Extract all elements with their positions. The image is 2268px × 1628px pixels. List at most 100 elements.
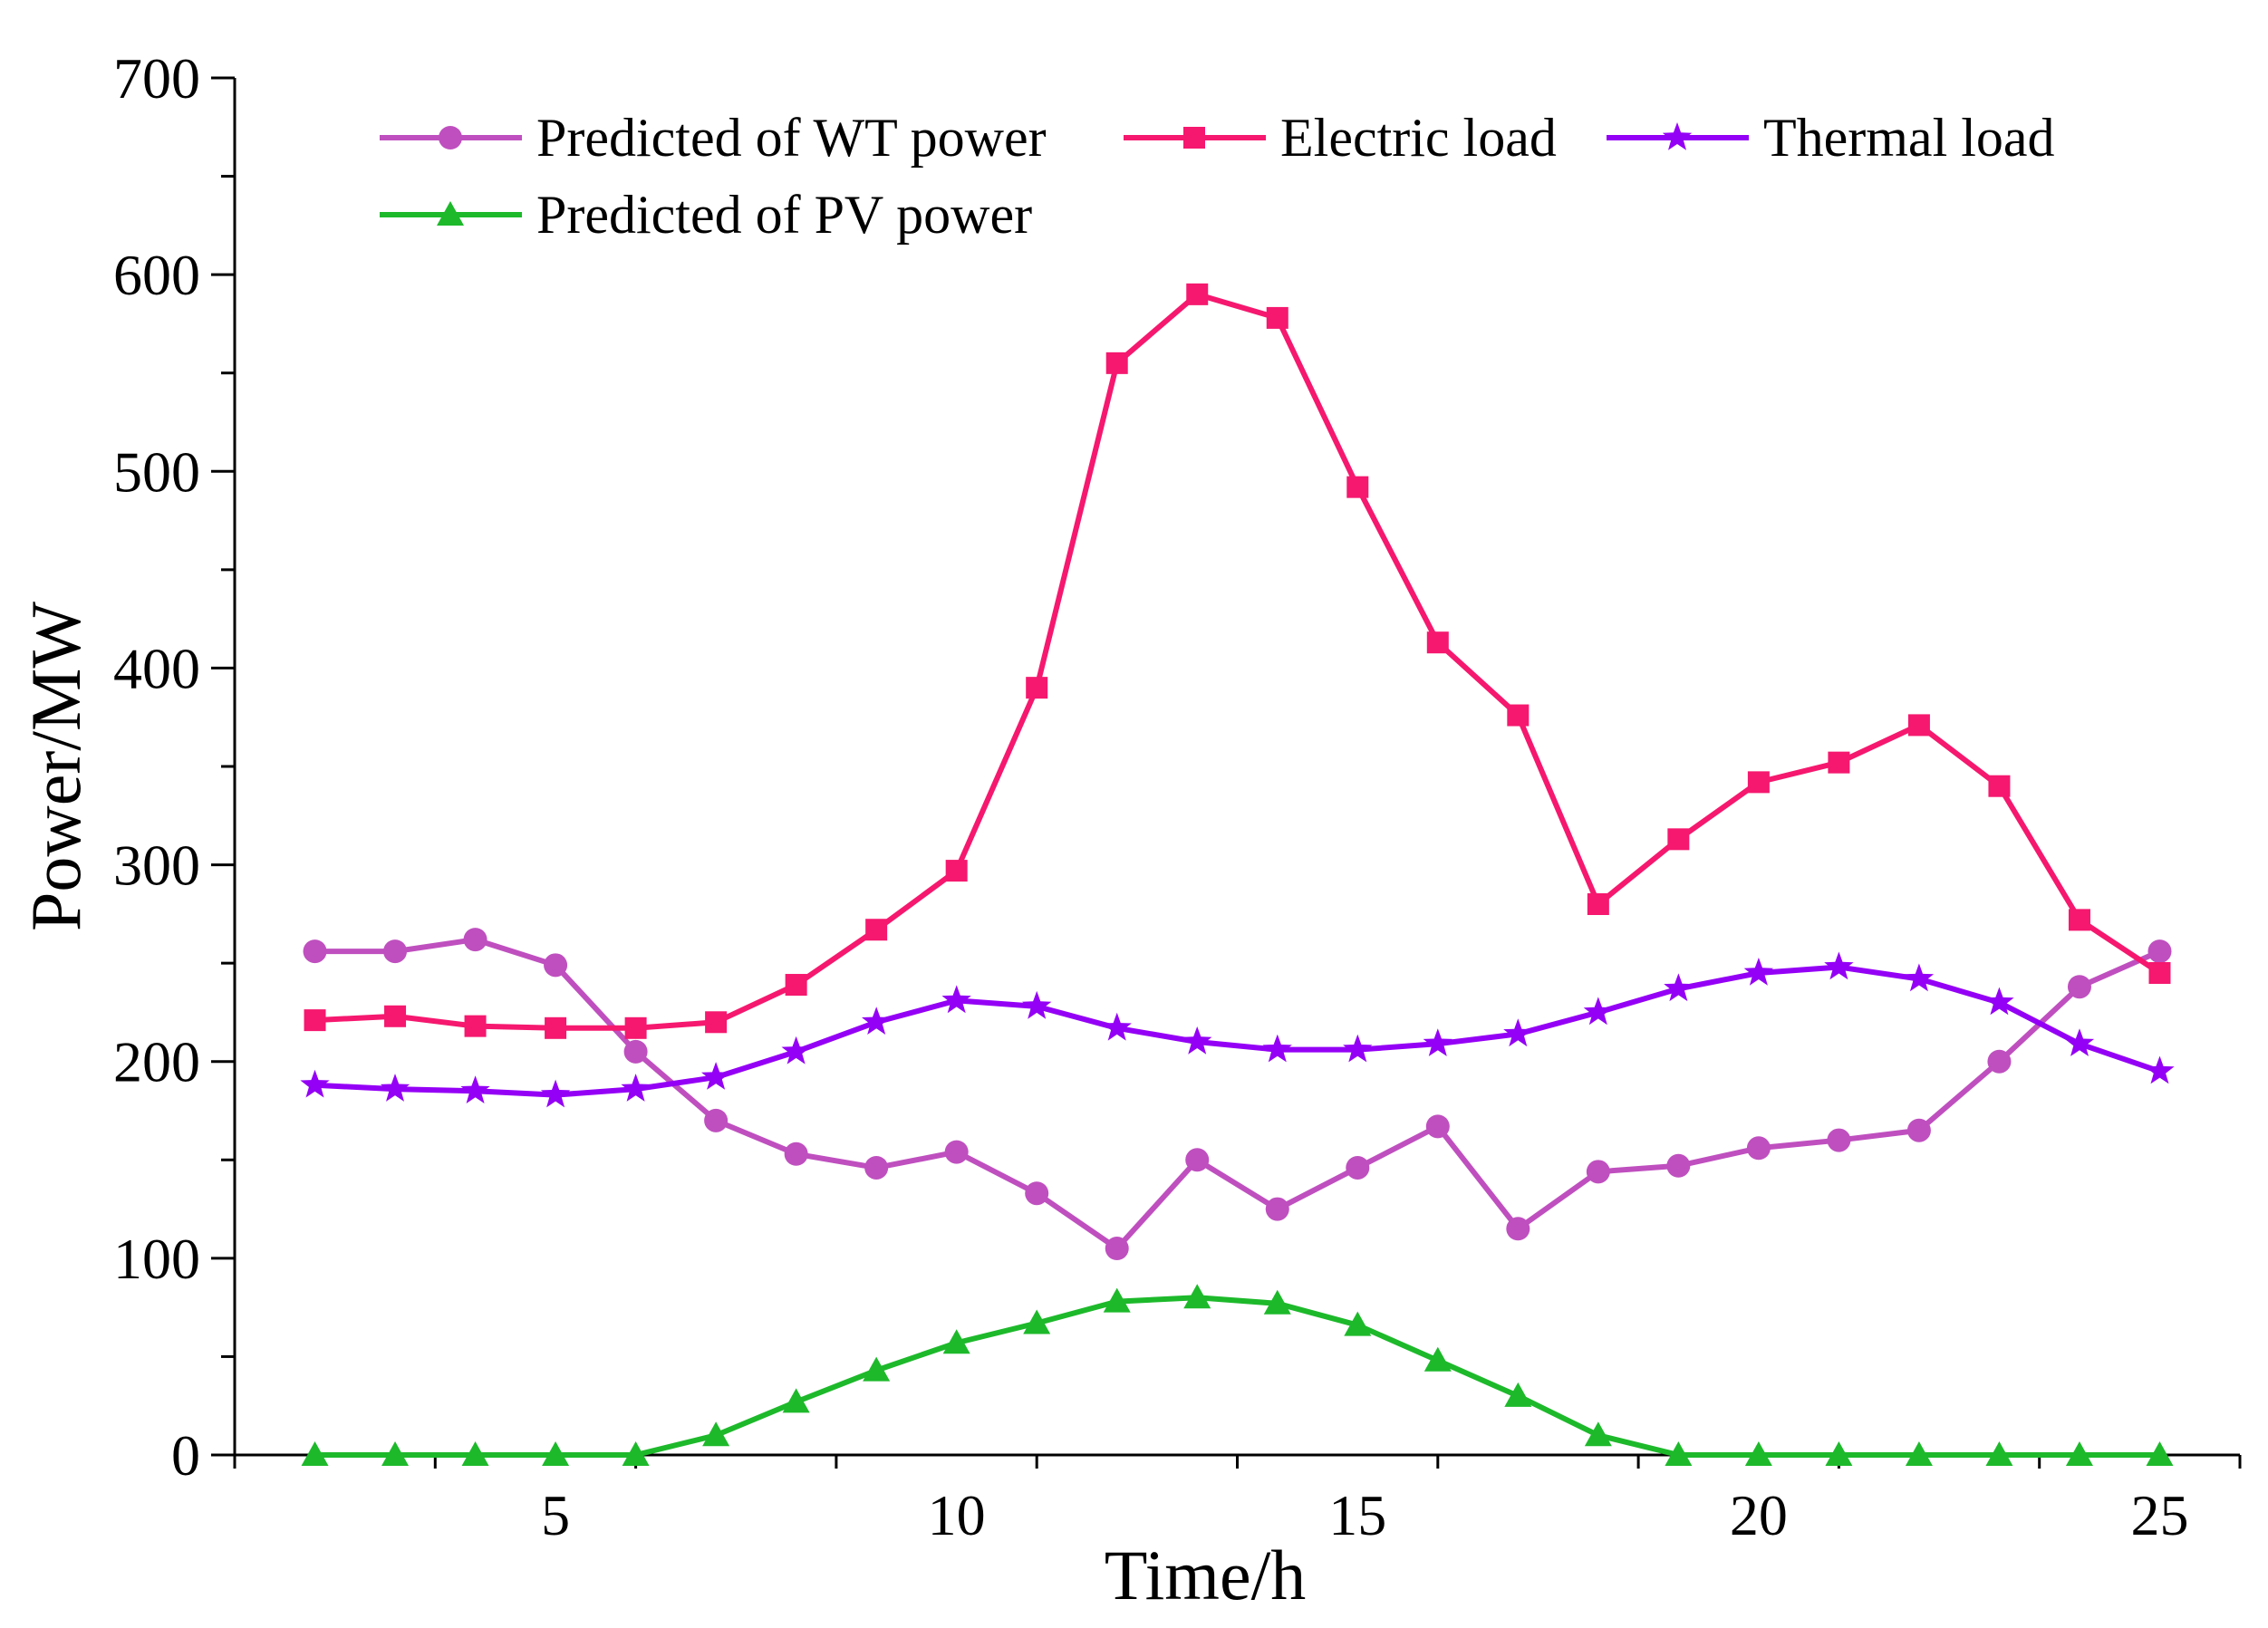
star-marker: [300, 1069, 330, 1098]
x-axis-title: Time/h: [1105, 1536, 1307, 1614]
triangle-marker: [942, 1329, 970, 1354]
star-marker: [1022, 990, 1052, 1019]
star-marker: [1583, 997, 1613, 1026]
star-marker: [1743, 958, 1773, 986]
triangle-marker: [1344, 1311, 1372, 1336]
series-line: [314, 937, 2161, 1251]
series-predicted-of-wt-power: [303, 928, 2172, 1260]
square-marker: [2068, 909, 2090, 931]
star-marker: [460, 1075, 490, 1103]
circle-marker: [2147, 939, 2172, 964]
y-tick-label: 600: [113, 243, 200, 307]
triangle-marker: [461, 1441, 489, 1466]
triangle-marker: [1584, 1421, 1612, 1447]
square-marker: [1183, 127, 1205, 149]
triangle-marker: [437, 201, 464, 226]
triangle-marker: [1504, 1382, 1532, 1407]
y-tick-label: 400: [113, 636, 200, 700]
circle-marker: [623, 1039, 648, 1064]
circle-marker: [1666, 1153, 1691, 1178]
triangle-marker: [622, 1441, 650, 1466]
circle-marker: [944, 1140, 969, 1164]
triangle-marker: [301, 1441, 329, 1466]
triangle-marker: [1985, 1441, 2013, 1466]
circle-marker: [1746, 1136, 1771, 1161]
series-line: [314, 964, 2161, 1098]
star-marker: [2145, 1055, 2175, 1084]
circle-marker: [2067, 975, 2091, 999]
square-marker: [1426, 631, 1449, 654]
circle-marker: [1987, 1049, 2012, 1074]
triangle-marker: [2146, 1441, 2174, 1466]
star-marker: [1262, 1034, 1292, 1063]
star-marker: [1423, 1028, 1452, 1056]
series-group: [300, 283, 2175, 1466]
triangle-marker: [1424, 1346, 1452, 1372]
triangle-marker: [1825, 1441, 1853, 1466]
triangle-marker: [1103, 1287, 1131, 1313]
legend-label: Electric load: [1280, 108, 1557, 168]
star-marker: [862, 1007, 892, 1035]
circle-marker: [1185, 1148, 1210, 1172]
star-marker: [1182, 1026, 1212, 1055]
circle-marker: [704, 1108, 729, 1132]
star-marker: [781, 1036, 811, 1064]
star-marker: [1664, 973, 1694, 1002]
circle-marker: [439, 126, 462, 149]
square-marker: [624, 1016, 647, 1039]
square-marker: [1266, 306, 1288, 329]
x-tick-label: 25: [2130, 1483, 2188, 1547]
triangle-marker: [1665, 1441, 1693, 1466]
square-marker: [464, 1015, 487, 1037]
star-marker: [1824, 951, 1854, 980]
series-thermal-load: [300, 951, 2175, 1108]
circle-marker: [784, 1142, 808, 1166]
circle-marker: [1265, 1197, 1289, 1221]
triangle-marker: [782, 1388, 810, 1413]
y-axis-title: Power/MW: [16, 602, 95, 931]
square-marker: [384, 1005, 407, 1027]
square-marker: [1346, 476, 1369, 498]
y-tick-label: 300: [113, 833, 200, 898]
circle-marker: [1025, 1181, 1049, 1206]
triangle-marker: [702, 1421, 730, 1447]
square-marker: [1747, 771, 1770, 794]
y-tick-label: 100: [113, 1227, 200, 1291]
legend-label: Predicted of WT power: [536, 108, 1047, 168]
square-marker: [1507, 704, 1530, 727]
legend-label: Predicted of PV power: [536, 185, 1032, 245]
square-marker: [785, 974, 807, 997]
legend-item: Thermal load: [1607, 108, 2055, 168]
circle-marker: [1346, 1155, 1370, 1180]
square-marker: [1186, 283, 1209, 305]
circle-marker: [1105, 1237, 1129, 1260]
square-marker: [1667, 828, 1690, 851]
series-line: [314, 1295, 2160, 1458]
square-marker: [304, 1009, 326, 1032]
star-marker: [540, 1079, 571, 1108]
legend-label: Thermal load: [1763, 108, 2055, 168]
y-tick-label: 500: [113, 439, 200, 504]
square-marker: [1105, 352, 1128, 374]
y-tick-label: 700: [113, 46, 200, 111]
square-marker: [1828, 751, 1850, 774]
star-marker: [1102, 1012, 1132, 1041]
star-marker: [1904, 963, 1935, 992]
y-tick-label: 200: [113, 1030, 200, 1094]
circle-marker: [864, 1155, 889, 1180]
square-marker: [865, 919, 888, 941]
legend: Predicted of WT power Electric load Therma…: [380, 108, 2055, 245]
series-predicted-of-pv-power: [301, 1284, 2174, 1466]
triangle-marker: [863, 1356, 891, 1382]
square-marker: [2148, 962, 2171, 984]
circle-marker: [303, 939, 327, 964]
star-marker: [2064, 1028, 2095, 1056]
star-marker: [1984, 987, 2014, 1016]
triangle-marker: [1744, 1441, 1772, 1466]
square-marker: [1907, 714, 1930, 737]
triangle-marker: [2065, 1441, 2093, 1466]
star-marker: [621, 1074, 651, 1102]
triangle-marker: [1905, 1441, 1933, 1466]
circle-marker: [1827, 1128, 1851, 1152]
